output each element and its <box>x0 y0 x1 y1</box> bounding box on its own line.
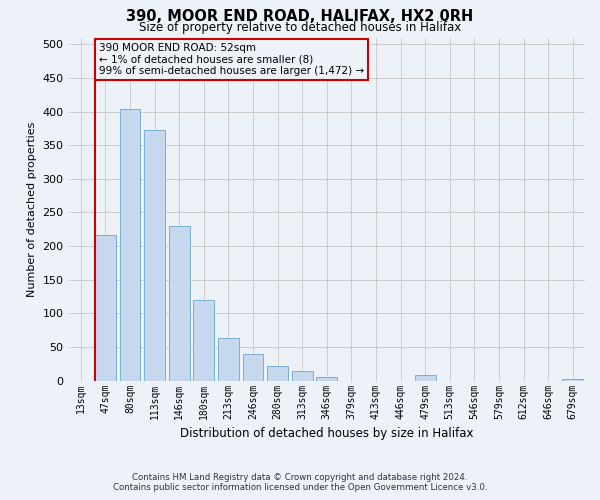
Y-axis label: Number of detached properties: Number of detached properties <box>27 122 37 297</box>
Bar <box>292 370 313 380</box>
Bar <box>119 110 140 380</box>
Bar <box>267 366 288 380</box>
Bar <box>242 354 263 380</box>
Text: Contains HM Land Registry data © Crown copyright and database right 2024.
Contai: Contains HM Land Registry data © Crown c… <box>113 473 487 492</box>
Bar <box>415 376 436 380</box>
X-axis label: Distribution of detached houses by size in Halifax: Distribution of detached houses by size … <box>180 427 473 440</box>
Text: 390 MOOR END ROAD: 52sqm
← 1% of detached houses are smaller (8)
99% of semi-det: 390 MOOR END ROAD: 52sqm ← 1% of detache… <box>98 43 364 76</box>
Text: Size of property relative to detached houses in Halifax: Size of property relative to detached ho… <box>139 21 461 34</box>
Bar <box>144 130 165 380</box>
Bar <box>218 338 239 380</box>
Text: 390, MOOR END ROAD, HALIFAX, HX2 0RH: 390, MOOR END ROAD, HALIFAX, HX2 0RH <box>127 9 473 24</box>
Bar <box>95 234 116 380</box>
Bar <box>562 378 583 380</box>
Bar <box>316 378 337 380</box>
Bar <box>169 226 190 380</box>
Bar <box>193 300 214 380</box>
